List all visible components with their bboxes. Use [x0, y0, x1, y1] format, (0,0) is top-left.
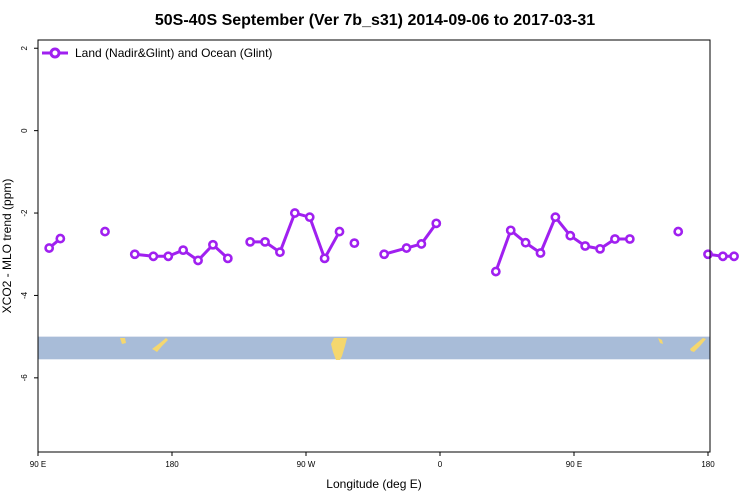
data-point — [379, 249, 390, 260]
data-point — [319, 253, 330, 264]
data-point — [289, 208, 300, 218]
data-point — [222, 253, 233, 264]
series-segment — [250, 211, 341, 260]
land-shape — [690, 338, 706, 352]
data-point — [349, 238, 360, 249]
series-line — [44, 208, 739, 277]
y-tick-label: 2 — [20, 45, 29, 50]
land-shape — [331, 338, 347, 360]
x-tick-label: 180 — [165, 460, 179, 469]
data-point — [550, 212, 561, 223]
y-axis: 2 0 -2 -4 -6 — [20, 45, 38, 381]
y-tick-label: -4 — [20, 291, 29, 299]
ocean-land-band — [38, 336, 710, 360]
data-point — [703, 249, 713, 260]
ocean-band — [38, 336, 710, 360]
series-segment — [494, 215, 630, 273]
land-shape — [120, 338, 126, 344]
data-point — [275, 247, 285, 258]
data-point — [565, 230, 576, 241]
x-axis-label: Longitude (deg E) — [326, 477, 421, 491]
data-point — [729, 251, 739, 262]
data-point — [673, 226, 684, 237]
land-shape — [152, 338, 168, 352]
data-point — [595, 243, 605, 254]
data-point — [163, 251, 174, 262]
data-point — [129, 249, 140, 260]
data-point — [100, 226, 110, 237]
data-point — [490, 266, 501, 277]
x-tick-label: 90 W — [297, 460, 316, 469]
data-point — [580, 241, 591, 251]
data-point — [401, 243, 412, 253]
chart-title: 50S-40S September (Ver 7b_s31) 2014-09-0… — [155, 12, 595, 29]
x-tick-label: 90 E — [30, 460, 46, 469]
y-tick-label: -2 — [20, 209, 29, 217]
data-point — [208, 239, 218, 250]
y-tick-label: -6 — [20, 374, 29, 382]
data-point — [505, 225, 516, 236]
data-point — [334, 226, 345, 237]
data-point — [610, 234, 620, 244]
land-shape — [658, 338, 663, 344]
data-point — [624, 234, 635, 244]
data-point — [717, 251, 728, 262]
data-point — [535, 248, 546, 258]
x-axis: 90 E 180 90 W 0 90 E 180 — [30, 452, 715, 469]
data-point — [55, 233, 66, 244]
data-point — [304, 212, 315, 223]
x-tick-label: 0 — [438, 460, 443, 469]
plot-frame — [37, 39, 711, 453]
data-point — [178, 245, 189, 256]
x-tick-label: 90 E — [566, 460, 582, 469]
y-tick-label: 0 — [20, 128, 29, 133]
x-tick-label: 180 — [701, 460, 715, 469]
data-point — [193, 255, 203, 266]
data-point — [260, 236, 270, 247]
legend-label: Land (Nadir&Glint) and Ocean (Glint) — [75, 46, 272, 60]
legend: Land (Nadir&Glint) and Ocean (Glint) — [42, 46, 272, 60]
data-point — [416, 239, 427, 249]
data-point — [44, 243, 55, 253]
data-point — [245, 236, 256, 247]
series-segment — [383, 222, 438, 256]
y-axis-label: XCO2 - MLO trend (ppm) — [0, 179, 14, 314]
legend-marker — [49, 47, 61, 59]
data-point — [520, 237, 531, 248]
data-point — [431, 218, 442, 229]
data-point — [148, 251, 159, 262]
